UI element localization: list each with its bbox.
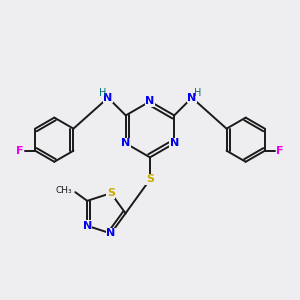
Text: F: F bbox=[16, 146, 24, 156]
Text: F: F bbox=[276, 146, 284, 156]
Text: H: H bbox=[194, 88, 201, 98]
Text: N: N bbox=[121, 138, 130, 148]
Text: N: N bbox=[187, 93, 196, 103]
Text: N: N bbox=[146, 96, 154, 106]
Text: H: H bbox=[99, 88, 106, 98]
Text: N: N bbox=[82, 221, 92, 231]
Text: N: N bbox=[169, 138, 179, 148]
Text: S: S bbox=[107, 188, 115, 198]
Text: N: N bbox=[103, 93, 113, 103]
Text: N: N bbox=[106, 229, 116, 238]
Text: CH₃: CH₃ bbox=[56, 186, 72, 195]
Text: S: S bbox=[146, 174, 154, 184]
